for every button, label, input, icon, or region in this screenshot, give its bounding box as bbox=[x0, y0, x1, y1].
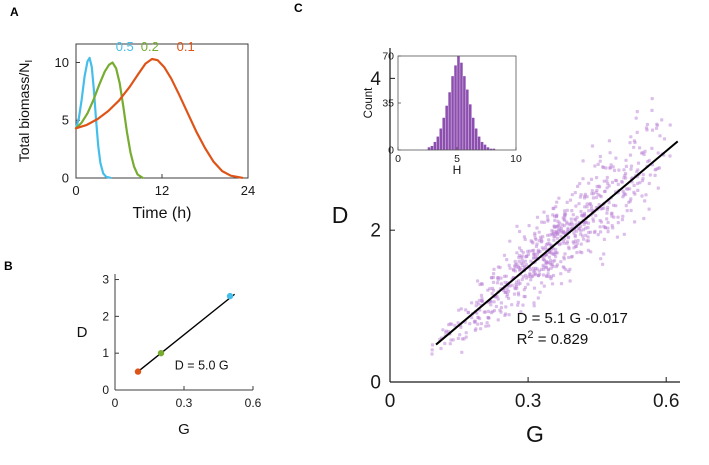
x-tick-label: 0 bbox=[385, 391, 396, 412]
x-tick-label: 0 bbox=[72, 183, 79, 198]
inset-y-tick-label: 70 bbox=[382, 51, 394, 63]
inset-x-tick-label: 10 bbox=[510, 153, 522, 165]
panel-c-scatter-chart: 0 0.3 0.6 0 2 4 D = 5.1 G -0.017 R2 = 0.829 G D 0 5… bbox=[332, 48, 680, 447]
data-point bbox=[134, 368, 142, 375]
y-tick-label: 1 bbox=[102, 346, 109, 360]
fit-line bbox=[135, 293, 236, 374]
data-point bbox=[157, 349, 165, 357]
y-tick-label: 2 bbox=[102, 309, 109, 323]
y-axis-label: D bbox=[332, 202, 349, 228]
panel-a-line-chart: 0 12 24 0 5 10 0.5 0.2 0.1 Time (h) Total biomass/… bbox=[16, 39, 255, 222]
x-axis-label: G bbox=[178, 421, 190, 438]
inset-y-tick-label: 0 bbox=[388, 145, 394, 157]
y-tick-label: 2 bbox=[370, 221, 381, 242]
x-tick-label: 0.6 bbox=[653, 391, 679, 412]
y-axis-label: Total biomass/NI bbox=[16, 60, 35, 163]
y-tick-label: 3 bbox=[102, 273, 109, 287]
x-tick-label: 24 bbox=[241, 183, 255, 198]
y-tick-label: 4 bbox=[370, 69, 381, 90]
x-tick-label: 0.3 bbox=[176, 396, 193, 410]
y-tick-label: 5 bbox=[62, 113, 69, 128]
x-tick-label: 0 bbox=[112, 396, 119, 410]
fit-equation: D = 5.1 G -0.017 bbox=[517, 310, 628, 327]
histogram-bars bbox=[427, 56, 496, 150]
panel-a-label: A bbox=[10, 5, 19, 19]
y-tick-label: 10 bbox=[55, 55, 69, 70]
inset-x-axis-label: H bbox=[453, 163, 462, 177]
x-axis-label: G bbox=[526, 421, 544, 447]
series-label: 0.1 bbox=[177, 39, 195, 54]
series-line-0.1 bbox=[74, 57, 244, 179]
r-squared-label: R2 = 0.829 bbox=[517, 329, 589, 348]
series-line-0.2 bbox=[74, 61, 144, 179]
series-label: 0.2 bbox=[141, 39, 159, 54]
fit-equation: D = 5.0 G bbox=[175, 359, 229, 373]
series-label: 0.5 bbox=[116, 39, 134, 54]
y-axis-label: D bbox=[77, 324, 88, 341]
y-tick-label: 0 bbox=[102, 383, 109, 397]
x-tick-label: 0.6 bbox=[245, 396, 262, 410]
panel-c-label: C bbox=[294, 1, 303, 15]
inset-y-axis-label: Count bbox=[363, 87, 375, 118]
x-axis-label: Time (h) bbox=[133, 205, 192, 222]
panel-b-label: B bbox=[4, 259, 13, 273]
series-line-0.5 bbox=[74, 56, 112, 179]
inset-x-tick-label: 5 bbox=[454, 153, 460, 165]
y-tick-label: 0 bbox=[370, 373, 381, 394]
inset-background bbox=[398, 56, 516, 150]
inset-x-tick-label: 0 bbox=[395, 153, 401, 165]
panel-b-scatter-chart: 0 0.3 0.6 0 1 2 3 D = 5.0 G G D bbox=[77, 273, 262, 438]
y-tick-label: 0 bbox=[62, 171, 69, 186]
fit-line bbox=[435, 140, 679, 346]
x-tick-label: 12 bbox=[155, 183, 169, 198]
inset-y-tick-label: 35 bbox=[382, 98, 394, 110]
data-point bbox=[226, 292, 234, 300]
x-tick-label: 0.3 bbox=[515, 391, 541, 412]
